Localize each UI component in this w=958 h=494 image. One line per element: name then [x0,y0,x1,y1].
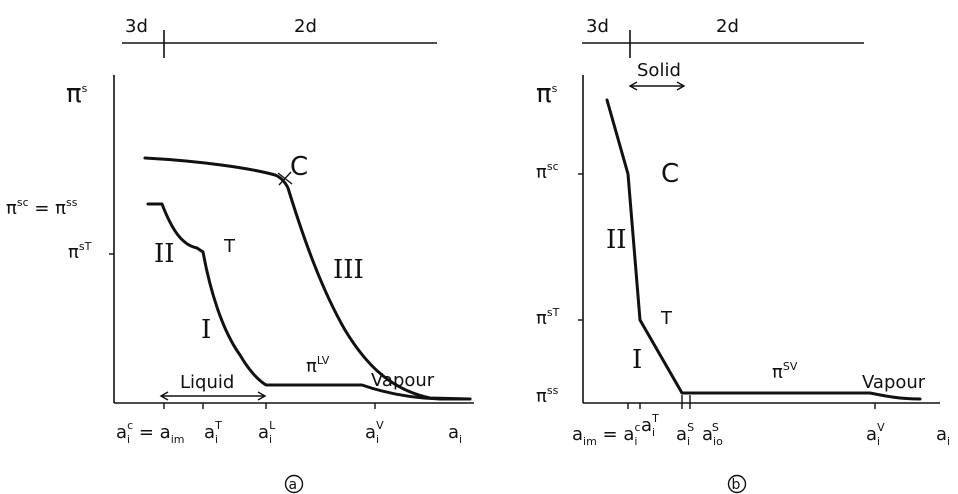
curve-solid-b [605,98,922,401]
x-tick-label-1-a: aic = aim [116,419,185,446]
point-c-label-a: C [290,152,308,182]
roman-ii-label-a: II [154,239,175,269]
caption-label-b: b [732,477,741,493]
region-t-label-a: T [223,236,236,257]
x-axis-label-b: ai [936,424,950,448]
region-t-label-b: T [660,308,673,329]
caption-circle-a [284,474,304,494]
x-tick-label-3-a: aiL [258,419,276,446]
pi-lv-label: πLV [306,354,330,377]
y-axis-label-a: πs [66,79,88,109]
label-2d-b: 2d [716,16,739,37]
point-c-label-b: C [661,159,679,189]
y-axis-label-b: πs [536,79,558,109]
roman-iii-label-a: III [333,255,364,285]
x-tick-label-2-b: aiT [641,412,659,439]
label-3d-b: 3d [586,16,609,37]
pi-sv-label: πSV [772,360,798,383]
x-tick-label-1-b: aim = aic [572,421,641,448]
liquid-label: Liquid [180,372,234,393]
x-axis-label-a: ai [448,422,462,446]
solid-label: Solid [637,60,681,81]
y-tick-label-st-b: πsT [536,306,560,329]
y-tick-label-sc-b: πsc [536,160,559,183]
x-tick-label-4-a: aiV [365,419,384,446]
y-tick-label-sc-a: πsc = πss [6,196,78,219]
vapour-label-b: Vapour [862,372,926,393]
solid-arrow-left-head [628,81,638,91]
liquid-arrow-right-head [257,391,267,401]
x-tick-label-5-b: aiV [866,421,885,448]
caption-label-a: a [289,477,298,493]
liquid-arrow-left-head [159,391,169,401]
x-tick-label-3-b: aiS [676,421,694,448]
roman-ii-label-b: II [606,225,627,255]
curve-ii-i [146,202,472,401]
roman-i-label-a: I [201,315,211,345]
roman-i-label-b: I [632,345,642,375]
panel-b: 3d 2d πs πsc πsT πss Solid C T II I πSV … [536,16,950,494]
caption-circle-b [727,474,747,494]
solid-arrow-right-head [676,81,686,91]
label-3d-a: 3d [125,16,148,37]
y-tick-label-st-a: πsT [68,240,92,263]
label-2d-a: 2d [294,16,317,37]
curve-iii [143,156,472,401]
vapour-label-a: Vapour [371,370,435,391]
panel-a: 3d 2d πs πsc = πss πsT C T II I III πLV … [6,16,474,494]
x-tick-label-2-a: aiT [204,419,222,446]
crossing-mark-c2 [278,171,292,186]
x-tick-label-4-b: aioS [702,421,723,448]
y-tick-label-ss-b: πss [536,384,559,407]
